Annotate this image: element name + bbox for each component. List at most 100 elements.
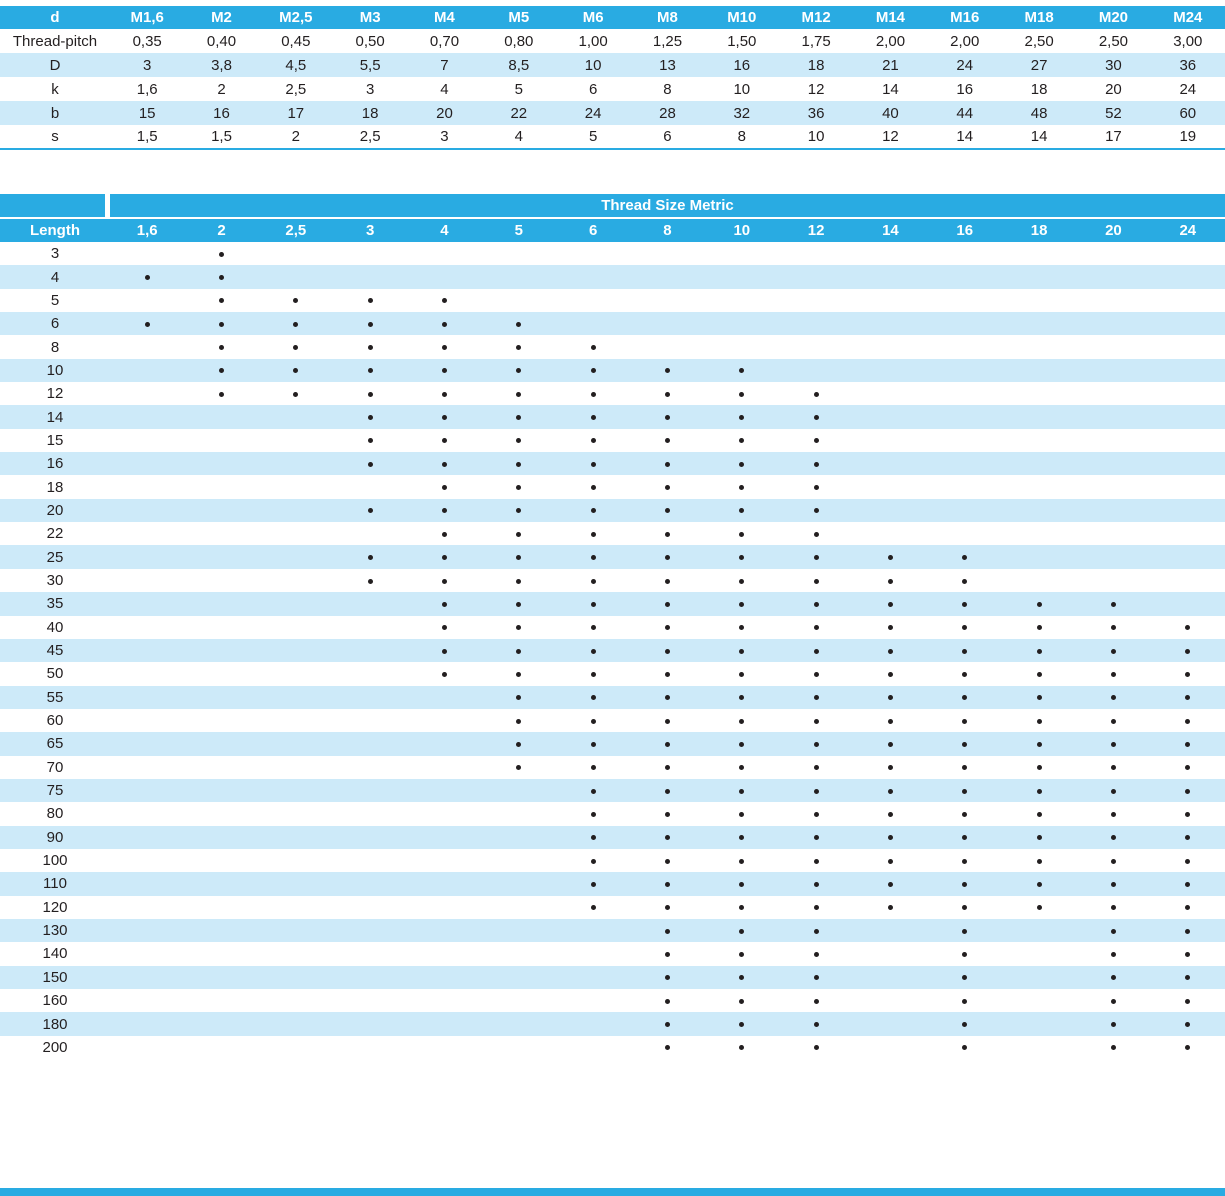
size-column-header: 2,5 [258, 219, 333, 242]
availability-dot-icon [739, 741, 745, 747]
availability-cell [778, 965, 854, 989]
availability-cell [630, 358, 705, 383]
availability-dot-icon [739, 835, 745, 841]
availability-cell [555, 592, 631, 616]
availability-cell [704, 545, 779, 569]
availability-cell [332, 872, 408, 896]
dim-value-cell: 20 [1105, 80, 1122, 98]
availability-cell [630, 265, 705, 289]
dim-value-cell: 8,5 [481, 53, 556, 77]
availability-cell [1076, 429, 1150, 452]
availability-dot-icon [813, 438, 819, 444]
availability-cell [184, 382, 258, 405]
availability-dot-icon [962, 601, 968, 607]
availability-dot-icon [441, 578, 447, 584]
availability-cell [333, 522, 407, 545]
availability-cell [928, 849, 1002, 872]
availability-row: 20 [0, 498, 1225, 523]
availability-cell [333, 382, 407, 405]
availability-cell [259, 896, 333, 919]
availability-dot-icon [887, 835, 893, 841]
availability-dot-icon [664, 671, 670, 677]
availability-cell [407, 405, 482, 429]
availability-row: 4 [0, 265, 1225, 289]
availability-cell [1150, 965, 1225, 989]
availability-dot-icon [739, 765, 745, 771]
availability-cell [853, 358, 928, 383]
availability-dot-icon [590, 648, 596, 654]
availability-dot-icon [739, 415, 745, 421]
availability-dot-icon [813, 648, 819, 654]
availability-cell [556, 242, 630, 265]
availability-dot-icon [962, 578, 968, 584]
availability-cell [853, 289, 927, 312]
availability-cell [110, 942, 184, 965]
availability-cell [556, 289, 630, 312]
availability-cell [1076, 825, 1151, 849]
availability-dot-icon [516, 765, 522, 771]
dimensions-table: d M1,6 M2 M2,5 M3 M4 M5 M6 M8 M10 M12 M14 M16 M18 M20 M… [0, 6, 1225, 150]
availability-dot-icon [664, 368, 670, 374]
availability-dot-icon [813, 835, 819, 841]
availability-cell [110, 732, 185, 756]
availability-cell [259, 709, 333, 732]
dim-value-cell: 5 [588, 128, 598, 145]
availability-cell [332, 545, 408, 569]
length-value: 110 [0, 872, 110, 896]
availability-cell [184, 825, 259, 849]
availability-cell [482, 802, 556, 825]
availability-dot-icon [367, 321, 373, 327]
length-column-header: Length [0, 219, 110, 242]
availability-cell [110, 638, 185, 663]
availability-dot-icon [664, 508, 670, 514]
availability-cell [1001, 498, 1077, 523]
availability-dot-icon [962, 765, 968, 771]
availability-cell [705, 896, 779, 919]
availability-cell [928, 522, 1002, 545]
availability-cell [630, 312, 705, 336]
length-value: 100 [42, 852, 68, 870]
availability-dot-icon [1110, 858, 1116, 864]
length-value: 60 [46, 712, 64, 730]
dim-value-cell: 32 [704, 101, 779, 125]
availability-row: 110 [0, 872, 1225, 896]
availability-cell [407, 965, 482, 989]
availability-cell [407, 289, 481, 312]
availability-cell [333, 802, 407, 825]
availability-cell [258, 452, 333, 476]
dim-value-cell: 10 [733, 80, 751, 98]
availability-cell [928, 289, 1002, 312]
availability-cell [184, 312, 259, 336]
dim-value-cell: 24 [555, 101, 631, 125]
availability-cell [110, 896, 184, 919]
availability-dot-icon [962, 811, 968, 817]
availability-dot-icon [441, 391, 447, 397]
availability-cell [556, 802, 630, 825]
availability-cell [556, 1036, 630, 1059]
availability-cell [705, 429, 779, 452]
availability-cell [1002, 569, 1076, 592]
availability-cell [1150, 592, 1225, 616]
availability-cell [110, 778, 185, 803]
size-column-header: 1,6 [110, 219, 185, 242]
availability-cell [258, 312, 333, 336]
availability-cell [184, 709, 258, 732]
dim-value-cell: 60 [1150, 101, 1225, 125]
availability-dot-icon [664, 1022, 670, 1028]
availability-cell [110, 616, 184, 639]
availability-dot-icon [516, 321, 522, 327]
availability-dot-icon [739, 998, 745, 1004]
availability-dot-icon [590, 881, 596, 887]
dim-row: k 1,6 2 2,5 3 4 5 6 8 10 12 14 16 18 20 24 [0, 77, 1225, 101]
availability-cell [481, 358, 556, 383]
availability-cell [1151, 896, 1225, 919]
availability-cell [555, 405, 631, 429]
dim-row-label: k [51, 80, 59, 98]
availability-cell [630, 896, 704, 919]
availability-dot-icon [739, 438, 745, 444]
availability-cell [853, 638, 928, 663]
availability-cell [704, 918, 779, 943]
dim-value-cell: 18 [332, 101, 408, 125]
dim-value-cell: 15 [110, 101, 185, 125]
availability-dot-icon [590, 485, 596, 491]
